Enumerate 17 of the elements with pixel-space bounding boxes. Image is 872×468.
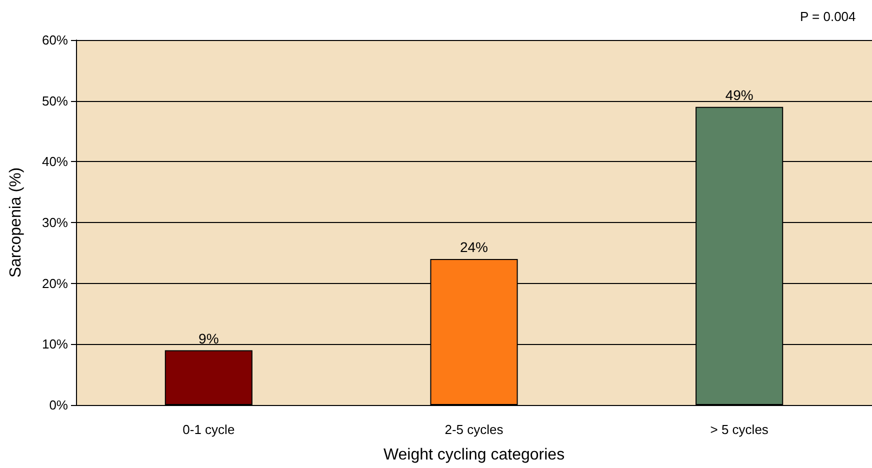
text: P = 0.004 xyxy=(800,9,856,24)
data-label: 49% xyxy=(725,86,754,103)
data-label: 24% xyxy=(460,239,488,255)
x-tick-label: 0-1 cycle xyxy=(182,422,235,437)
y-tick-label: 40% xyxy=(42,154,68,170)
y-tick-label: 50% xyxy=(42,93,68,108)
x-axis-title: Weight cycling categories xyxy=(383,446,565,464)
x-tick-label: 2-5 cycles xyxy=(444,422,504,437)
x-tick-label: > 5 cycles xyxy=(710,422,769,437)
y-tick-label: 60% xyxy=(42,32,68,48)
y-tick-label: 20% xyxy=(42,276,68,291)
y-axis-title: Sarcopenia (%) xyxy=(8,167,24,278)
bar xyxy=(164,350,252,405)
data-label: 9% xyxy=(198,330,219,346)
y-tick-label: 30% xyxy=(42,215,68,230)
y-tick-label: 0% xyxy=(49,398,68,412)
y-tick-label: 10% xyxy=(42,336,68,352)
